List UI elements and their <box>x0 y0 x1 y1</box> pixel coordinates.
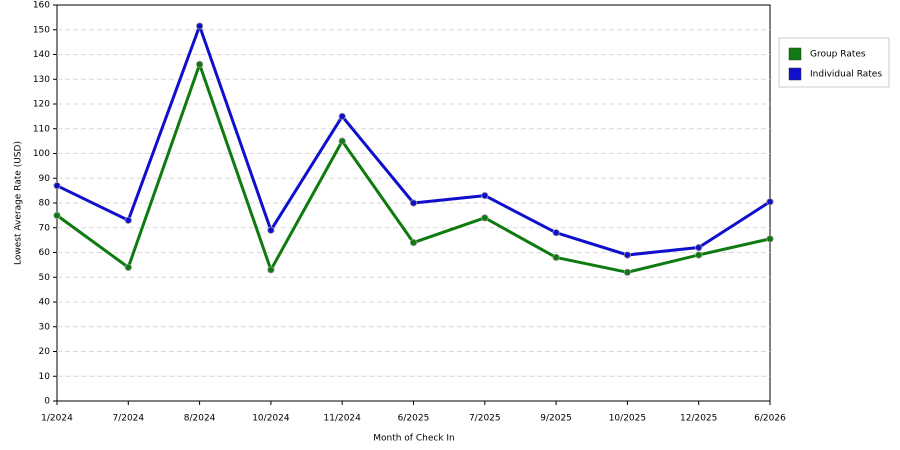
x-tick-label: 7/2024 <box>112 414 144 424</box>
data-point <box>53 211 61 219</box>
data-point <box>267 226 275 234</box>
data-point <box>338 112 346 120</box>
x-tick-label: 6/2025 <box>398 414 430 424</box>
y-tick-label: 130 <box>33 75 50 85</box>
legend-label: Individual Rates <box>810 70 882 80</box>
data-point <box>409 199 418 207</box>
y-tick-label: 30 <box>39 322 51 332</box>
data-point <box>552 229 560 237</box>
data-point <box>196 60 204 69</box>
x-tick-label: 9/2025 <box>540 414 572 424</box>
data-point <box>766 198 774 206</box>
data-point <box>196 22 204 30</box>
y-tick-label: 110 <box>33 124 50 134</box>
legend-swatch <box>788 47 802 61</box>
x-tick-label: 1/2024 <box>41 414 73 424</box>
data-point <box>623 251 632 259</box>
data-point <box>124 216 132 224</box>
data-point <box>124 263 132 271</box>
legend-swatch <box>788 67 802 81</box>
data-point <box>481 191 489 200</box>
data-point <box>481 214 489 222</box>
y-tick-label: 50 <box>39 273 51 283</box>
y-tick-label: 80 <box>39 199 51 209</box>
x-tick-label: 8/2024 <box>184 414 216 424</box>
legend-label: Group Rates <box>810 50 866 60</box>
y-axis-label: Lowest Average Rate (USD) <box>14 141 24 265</box>
data-point <box>409 239 418 247</box>
y-tick-label: 90 <box>39 174 51 184</box>
y-tick-label: 40 <box>39 298 51 308</box>
x-tick-label: 11/2024 <box>324 414 362 424</box>
data-point <box>623 268 632 276</box>
data-point <box>267 266 275 274</box>
data-point <box>695 251 703 259</box>
data-point <box>338 137 346 145</box>
y-tick-label: 120 <box>33 100 50 110</box>
x-tick-label: 10/2025 <box>609 414 646 424</box>
y-tick-label: 20 <box>39 347 51 357</box>
y-tick-label: 10 <box>39 372 51 382</box>
data-point <box>766 235 774 243</box>
data-point <box>552 253 560 262</box>
y-tick-label: 160 <box>33 1 50 11</box>
y-tick-label: 140 <box>33 50 50 60</box>
y-tick-label: 100 <box>33 149 50 159</box>
y-tick-label: 0 <box>44 397 50 407</box>
data-point <box>695 243 703 252</box>
y-tick-label: 70 <box>39 223 51 233</box>
x-tick-label: 10/2024 <box>252 414 290 424</box>
x-axis-label: Month of Check In <box>373 434 455 444</box>
data-point <box>53 182 61 190</box>
y-tick-label: 150 <box>33 25 50 35</box>
x-tick-label: 6/2026 <box>754 414 786 424</box>
x-tick-label: 7/2025 <box>469 414 501 424</box>
y-tick-label: 60 <box>39 248 51 258</box>
x-tick-label: 12/2025 <box>680 414 717 424</box>
